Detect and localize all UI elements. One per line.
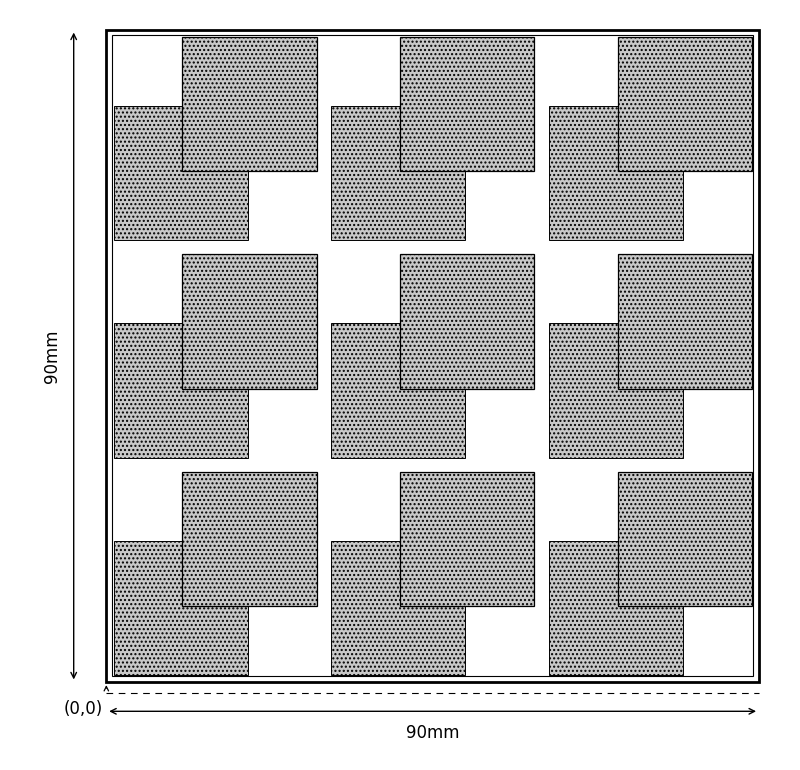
Bar [182, 472, 317, 606]
Bar [331, 105, 466, 240]
Bar [114, 323, 248, 457]
Bar [618, 37, 752, 171]
Bar [549, 323, 682, 457]
Bar [400, 254, 534, 389]
Text: 90mm: 90mm [43, 330, 61, 383]
Bar [182, 37, 317, 171]
Bar [112, 35, 753, 677]
Bar [114, 105, 248, 240]
Bar [114, 541, 248, 675]
Bar [618, 254, 752, 389]
Bar [331, 323, 466, 457]
Text: (0,0): (0,0) [63, 701, 102, 718]
Bar [400, 472, 534, 606]
Bar [331, 541, 466, 675]
Bar [549, 105, 682, 240]
Bar [549, 541, 682, 675]
Bar [182, 254, 317, 389]
Bar [400, 37, 534, 171]
Text: 90mm: 90mm [406, 724, 459, 742]
Bar [618, 472, 752, 606]
Bar [106, 30, 759, 682]
